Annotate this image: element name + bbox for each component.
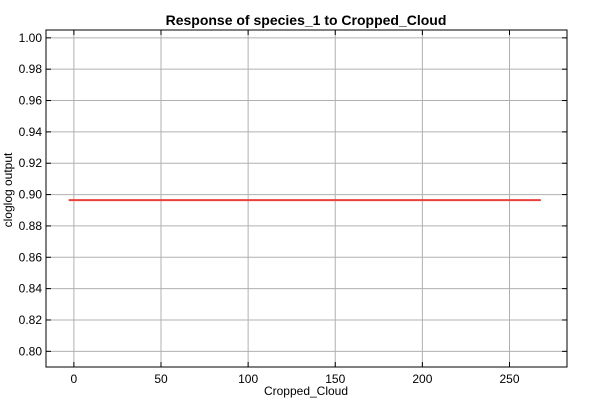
- y-tick-label: 0.86: [19, 250, 43, 264]
- y-tick-label: 0.88: [19, 219, 43, 233]
- x-tick-label: 50: [154, 372, 168, 386]
- grid: [46, 30, 567, 367]
- y-tick-label: 1.00: [19, 31, 43, 45]
- x-tick-label: 150: [325, 372, 345, 386]
- x-tick-label: 200: [412, 372, 432, 386]
- x-tick-label: 0: [71, 372, 78, 386]
- y-tick-label: 0.80: [19, 344, 43, 358]
- x-tick-label: 250: [499, 372, 519, 386]
- y-tick-label: 0.84: [19, 282, 43, 296]
- ticks: 0 50 100 150 200 250 0.80 0.82 0.84 0.86 0.88 0.90 0…: [19, 30, 567, 386]
- y-tick-label: 0.94: [19, 125, 43, 139]
- y-tick-label: 0.98: [19, 62, 43, 76]
- x-axis-label: Cropped_Cloud: [264, 384, 348, 398]
- y-tick-label: 0.90: [19, 188, 43, 202]
- chart-title: Response of species_1 to Cropped_Cloud: [166, 12, 447, 28]
- y-axis-label: cloglog output: [1, 152, 15, 227]
- y-tick-label: 0.82: [19, 313, 43, 327]
- plot-frame: [45, 29, 568, 368]
- y-tick-label: 0.92: [19, 156, 43, 170]
- y-tick-label: 0.96: [19, 94, 43, 108]
- x-tick-label: 100: [238, 372, 258, 386]
